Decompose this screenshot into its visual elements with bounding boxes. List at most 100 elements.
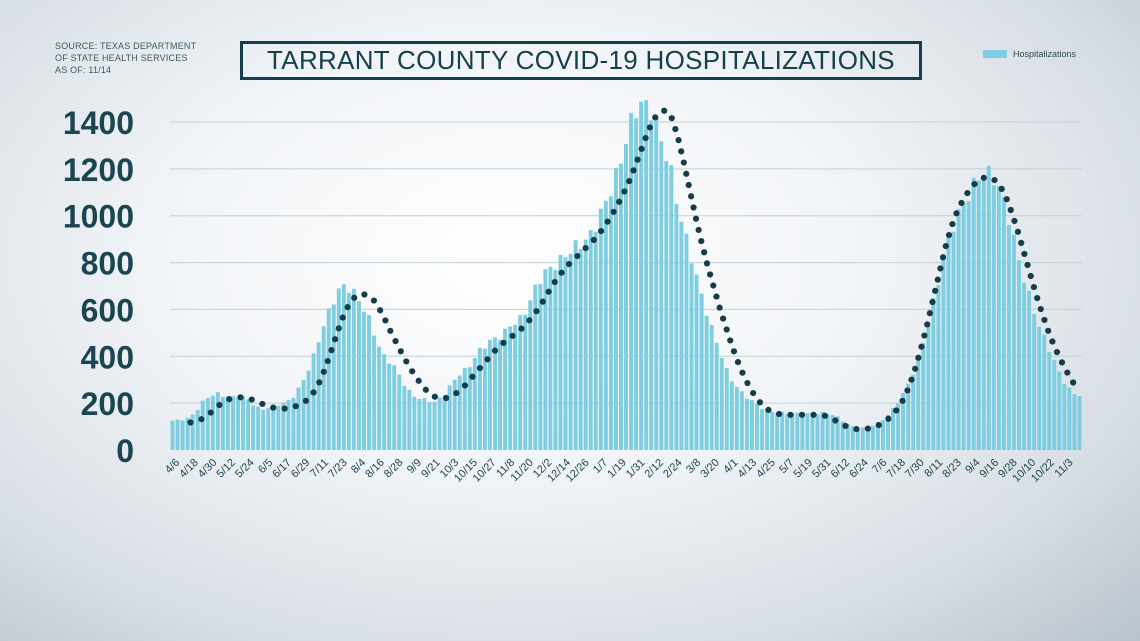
bar [936, 285, 941, 450]
bar [402, 386, 407, 450]
trend-dot [1014, 228, 1022, 235]
x-tick-label: 6/24 [847, 457, 871, 481]
bar [367, 314, 371, 450]
bar [1052, 359, 1057, 450]
bar [966, 201, 971, 450]
chart-title: TARRANT COUNTY COVID-19 HOSPITALIZATIONS [267, 45, 895, 75]
bar [704, 315, 709, 450]
trend-dot [1018, 239, 1025, 246]
bar [356, 301, 361, 450]
trend-dot [259, 400, 266, 408]
trend-dot [1049, 338, 1056, 345]
y-tick-label: 1200 [63, 152, 134, 188]
trend-dot [932, 287, 939, 294]
bar [689, 263, 694, 450]
legend-label: Hospitalizations [1013, 49, 1077, 59]
trend-dot [198, 416, 205, 423]
trend-dot [678, 148, 685, 155]
trend-dot [908, 376, 915, 383]
bar [528, 300, 533, 450]
bar [1027, 290, 1032, 450]
x-tick-label: 5/12 [214, 457, 238, 481]
bar [750, 399, 754, 450]
bar [860, 427, 865, 450]
bar [215, 392, 220, 450]
trend-dot [756, 399, 764, 406]
trend-dot [821, 412, 829, 419]
x-tick-label: 1/31 [624, 457, 648, 481]
bar [341, 284, 346, 450]
bar [896, 403, 901, 450]
bar [241, 396, 246, 450]
bar [175, 419, 180, 450]
trend-dot [893, 407, 900, 414]
bar [190, 414, 195, 450]
bar [881, 420, 885, 450]
bar [195, 410, 200, 450]
bar [185, 417, 190, 450]
trend-dot [1034, 295, 1041, 302]
trend-dot [320, 368, 327, 375]
trend-dot [187, 419, 194, 426]
trend-dot [853, 426, 860, 433]
trend-dot [431, 393, 438, 400]
trend-dot [1070, 379, 1077, 386]
trend-dot [551, 278, 558, 286]
bar [498, 339, 502, 450]
x-tick-label: 7/18 [884, 457, 908, 481]
bar [765, 409, 770, 450]
trend-dot [335, 325, 342, 332]
bar [372, 335, 377, 450]
trend-dot [945, 231, 953, 239]
bar [825, 414, 830, 450]
bar [558, 254, 563, 450]
trend-dot [422, 386, 429, 393]
bar [820, 411, 825, 450]
bar [543, 269, 548, 450]
bar [382, 354, 387, 450]
bar [901, 392, 906, 450]
bar [744, 398, 749, 450]
bar [684, 233, 689, 450]
bar [1037, 326, 1042, 450]
x-tick-label: 9/16 [978, 457, 1002, 481]
trend-dot [750, 389, 757, 397]
bar [316, 342, 321, 450]
trend-dot [688, 193, 695, 200]
trend-dot [377, 307, 384, 314]
trend-dot [727, 337, 734, 344]
y-tick-label: 0 [116, 433, 134, 469]
bar [775, 413, 780, 450]
trend-dot [565, 260, 573, 268]
trend-dot [397, 348, 404, 355]
bar [291, 397, 296, 450]
bar [513, 324, 518, 450]
bar [225, 396, 230, 450]
bar [346, 292, 351, 450]
bar [1077, 395, 1082, 450]
bar [321, 326, 326, 450]
bar [654, 116, 659, 450]
x-tick-label: 4/25 [754, 457, 778, 481]
bar [1001, 197, 1006, 450]
trend-dot [1021, 250, 1028, 258]
trend-dot [934, 276, 941, 283]
trend-dot [574, 252, 581, 260]
trend-dot [484, 356, 491, 363]
x-tick-label: 6/12 [829, 457, 853, 481]
bar [266, 408, 271, 450]
source-line: AS OF: 11/14 [55, 65, 112, 75]
trend-dot [453, 389, 460, 397]
trend-dot [885, 415, 892, 422]
bar [1042, 334, 1047, 450]
bar [886, 414, 890, 450]
trend-dot [442, 394, 450, 402]
trend-dot [351, 294, 358, 301]
trend-dot [775, 410, 783, 418]
bar [422, 398, 427, 450]
bar [462, 367, 467, 450]
trend-dot [842, 422, 849, 430]
bar [719, 357, 724, 450]
bar [941, 259, 946, 450]
bar [296, 387, 301, 450]
